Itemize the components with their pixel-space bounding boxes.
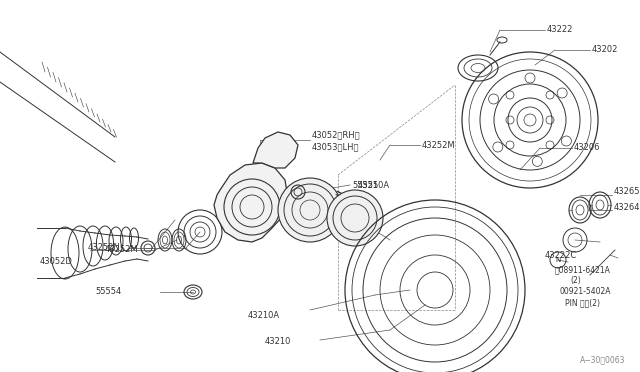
Text: 55555: 55555 xyxy=(352,180,378,189)
Text: 43210A: 43210A xyxy=(358,180,390,189)
Text: 43052D: 43052D xyxy=(40,257,73,266)
Text: 43264M: 43264M xyxy=(614,203,640,212)
Polygon shape xyxy=(253,132,298,168)
Text: (2): (2) xyxy=(570,276,580,285)
Text: 43252M: 43252M xyxy=(422,141,456,150)
Text: 55554: 55554 xyxy=(95,288,121,296)
Text: 00921-5402A: 00921-5402A xyxy=(560,288,611,296)
Text: 43053（LH）: 43053（LH） xyxy=(312,142,360,151)
Polygon shape xyxy=(214,163,288,242)
Text: A−30【0063: A−30【0063 xyxy=(580,356,625,365)
Text: 43222: 43222 xyxy=(547,26,573,35)
Circle shape xyxy=(278,178,342,242)
Circle shape xyxy=(327,190,383,246)
Text: ⓝ08911-6421A: ⓝ08911-6421A xyxy=(555,266,611,275)
Text: 43210A: 43210A xyxy=(248,311,280,320)
Text: 43052（RH）: 43052（RH） xyxy=(312,131,360,140)
Text: N: N xyxy=(556,257,561,263)
Text: 43252M: 43252M xyxy=(105,246,139,254)
Text: 43202: 43202 xyxy=(592,45,618,55)
Text: 43206: 43206 xyxy=(574,144,600,153)
Text: 43252N: 43252N xyxy=(88,244,121,253)
Text: 43265E: 43265E xyxy=(614,187,640,196)
Text: 43210: 43210 xyxy=(265,337,291,346)
Text: PIN ピン(2): PIN ピン(2) xyxy=(565,298,600,308)
Text: 43222C: 43222C xyxy=(545,250,577,260)
